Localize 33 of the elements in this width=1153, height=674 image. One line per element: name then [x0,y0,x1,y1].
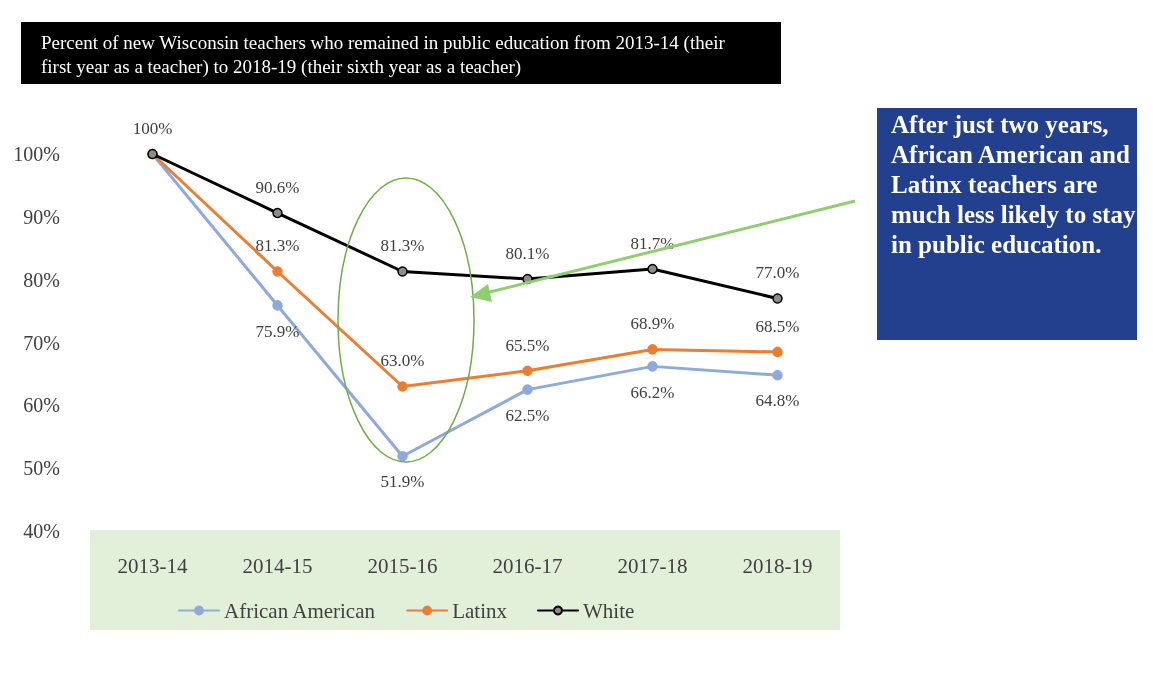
data-label: 66.2% [630,382,675,402]
y-tick-label: 50% [23,457,60,480]
legend-label: African American [224,598,376,623]
data-label: 62.5% [505,405,550,425]
data-label: 51.9% [380,472,425,492]
y-tick-label: 70% [23,331,60,354]
y-tick-label: 80% [23,268,60,291]
y-tick-label: 90% [23,205,60,228]
data-label: 68.9% [630,314,675,334]
data-label: 65.5% [505,335,550,355]
data-label: 64.8% [755,391,800,411]
data-label: 68.5% [755,316,800,336]
y-tick-label: 100% [13,143,60,165]
x-tick-label: 2015-16 [367,553,438,578]
x-tick-label: 2013-14 [117,553,188,578]
data-label: 81.3% [255,236,300,256]
x-tick-label: 2016-17 [492,553,563,578]
legend-label: White [582,598,635,623]
x-tick-label: 2018-19 [742,553,813,578]
data-label: 77.0% [755,263,800,283]
x-tick-label: 2017-18 [617,553,688,578]
y-tick-label: 60% [23,394,60,417]
data-label: 63.0% [380,351,425,371]
data-label: 75.9% [255,321,300,341]
chart-title: Percent of new Wisconsin teachers who remained in public education from 2013-14 (their first year as a teacher) to 2018-19 (their sixth year as a teacher) [41,31,730,78]
legend-label: Latinx [452,598,508,623]
data-label: 80.1% [505,243,550,263]
data-label: 90.6% [255,177,300,197]
x-tick-label: 2014-15 [242,553,313,578]
data-label: 100% [132,118,173,138]
y-tick-label: 40% [23,520,60,542]
text: After just two years, African American and Latinx teachers are much less likely to stay in public education. [891,110,1137,260]
data-label: 81.3% [380,236,425,256]
